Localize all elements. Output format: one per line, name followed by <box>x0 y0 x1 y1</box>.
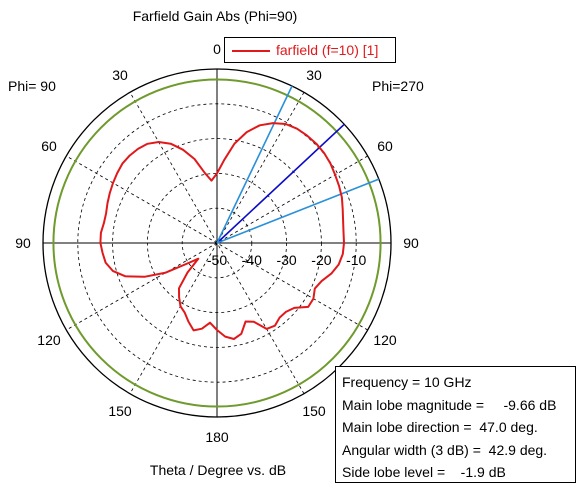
legend-swatch <box>232 50 270 52</box>
radial-tick-label: -30 <box>276 252 296 268</box>
main-lobe-magnitude-text: Main lobe magnitude = -9.66 dB <box>342 396 557 413</box>
legend-label: farfield (f=10) [1] <box>276 42 379 58</box>
radial-tick-label: -10 <box>346 252 366 268</box>
angle-tick-label: 60 <box>41 138 57 154</box>
main-lobe-line <box>216 123 345 244</box>
angle-tick-label: 30 <box>112 67 128 83</box>
beamwidth-line <box>216 85 293 244</box>
tick-labels: -50 -40 -30 -20 -10 0 30 60 90 120 150 180 150 120 90 6… <box>15 41 419 445</box>
angle-tick-label: 60 <box>377 138 393 154</box>
series-line <box>99 122 345 340</box>
radial-tick-label: -50 <box>207 252 227 268</box>
main-lobe-direction-text: Main lobe direction = 47.0 deg. <box>342 419 538 435</box>
results-box: Frequency = 10 GHz Main lobe magnitude =… <box>335 366 576 483</box>
direction-lines <box>216 85 380 244</box>
angle-tick-label: 180 <box>205 429 229 445</box>
legend: farfield (f=10) [1] <box>224 37 396 63</box>
radial-tick-label: -20 <box>311 252 331 268</box>
angle-tick-label: 30 <box>306 67 322 83</box>
angle-tick-label: 90 <box>403 235 419 251</box>
angle-tick-label: 90 <box>15 235 31 251</box>
angle-tick-label: 120 <box>373 332 397 348</box>
angular-width-text: Angular width (3 dB) = 42.9 deg. <box>342 441 548 458</box>
x-axis-label: Theta / Degree vs. dB <box>150 462 286 478</box>
angle-tick-label: 0 <box>213 41 221 57</box>
beamwidth-reference-circle <box>52 78 382 408</box>
frequency-text: Frequency = 10 GHz <box>342 374 472 390</box>
side-lobe-level-text: Side lobe level = -1.9 dB <box>342 464 506 480</box>
phi-left-label: Phi= 90 <box>8 78 56 94</box>
beamwidth-line <box>216 178 380 244</box>
chart-title: Farfield Gain Abs (Phi=90) <box>133 8 298 24</box>
radial-tick-label: -40 <box>242 252 262 268</box>
series-layer <box>99 122 345 340</box>
phi-right-label: Phi=270 <box>372 78 424 94</box>
angle-tick-label: 120 <box>37 332 61 348</box>
angle-tick-label: 150 <box>302 403 326 419</box>
angle-tick-label: 150 <box>108 403 132 419</box>
